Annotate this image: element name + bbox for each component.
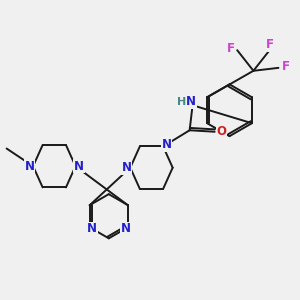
Text: N: N: [87, 222, 97, 235]
Text: N: N: [25, 160, 34, 173]
Text: N: N: [121, 222, 130, 235]
Text: N: N: [74, 160, 84, 173]
Text: F: F: [227, 42, 235, 55]
Text: F: F: [282, 60, 290, 73]
Text: N: N: [186, 95, 196, 108]
Text: H: H: [177, 97, 186, 107]
Text: O: O: [216, 125, 226, 138]
Text: N: N: [162, 139, 172, 152]
Text: F: F: [266, 38, 274, 51]
Text: N: N: [122, 161, 132, 174]
